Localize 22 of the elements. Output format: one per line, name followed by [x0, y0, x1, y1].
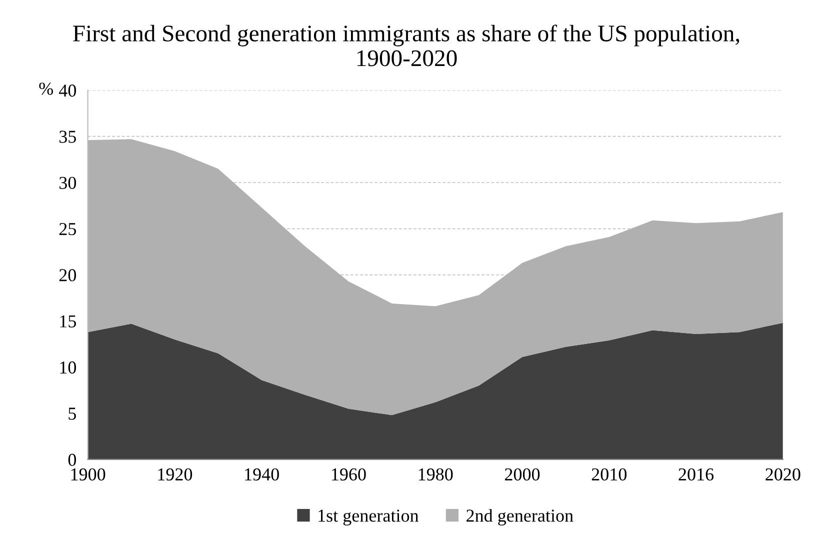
x-tick-label: 1960 [332, 468, 366, 481]
y-tick-label: 35 [60, 130, 76, 143]
x-tick-label: 1940 [245, 468, 279, 481]
chart-title: First and Second generation immigrants as share of the US population, 1900-2020 [73, 24, 740, 66]
x-tick-label: 2000 [504, 468, 540, 481]
x-tick-label: 1980 [418, 468, 453, 481]
legend-label: 1st generation [318, 510, 419, 526]
x-tick-label: 1900 [71, 468, 106, 481]
y-axis-title: % [39, 82, 53, 95]
x-tick-label: 1920 [158, 468, 192, 481]
y-tick-label: 0 [68, 454, 76, 466]
legend-label: 2nd generation [466, 509, 574, 526]
y-tick-label: 10 [60, 361, 76, 374]
y-tick-label: 15 [60, 315, 76, 328]
x-tick-label: 2020 [766, 468, 800, 481]
y-tick-label: 30 [60, 176, 76, 190]
y-tick-label: 20 [59, 269, 76, 282]
x-tick-label: 2010 [592, 468, 627, 481]
y-tick-label: 25 [59, 223, 76, 236]
y-tick-label: 40 [58, 84, 76, 97]
x-tick-label: 2016 [678, 468, 714, 481]
y-tick-label: 5 [68, 408, 76, 420]
